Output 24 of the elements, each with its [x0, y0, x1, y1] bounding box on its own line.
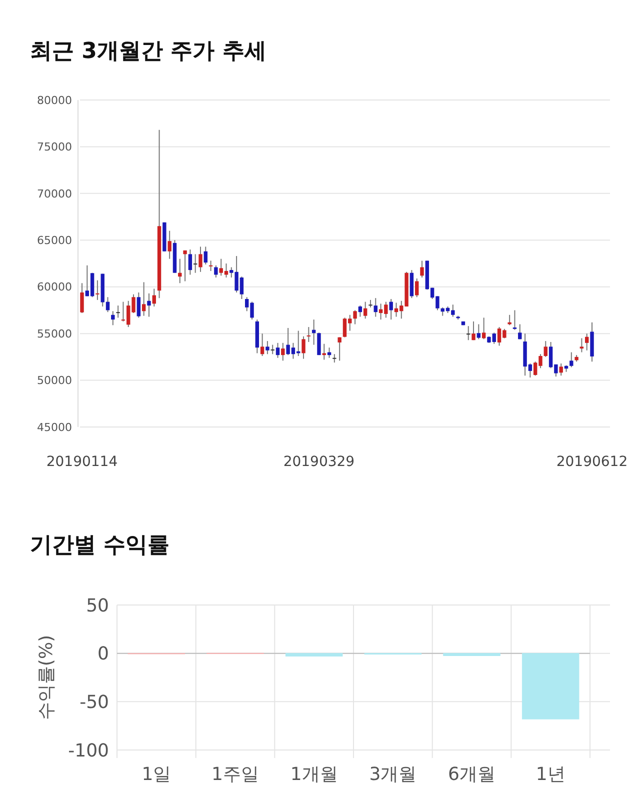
x-tick-label: 6개월 [448, 764, 496, 785]
y-tick-label: 55000 [37, 327, 72, 340]
x-tick-label: 1개월 [290, 764, 338, 785]
y-tick-label: 45000 [37, 420, 72, 434]
y-tick-label: 60000 [37, 280, 72, 294]
y-axis-title: 수익률(%) [36, 634, 57, 720]
title: 최근 3개월간 주가 추세 [30, 39, 266, 64]
y-tick-label: 70000 [37, 187, 72, 200]
x-tick-label: 1주일 [212, 764, 259, 785]
title: 기간별 수익률 [30, 533, 170, 558]
y-tick-label: 75000 [37, 140, 72, 154]
y-tick-label: -100 [68, 740, 109, 762]
y-tick-label: 0 [98, 644, 109, 665]
y-tick-label: 80000 [37, 94, 72, 107]
x-tick-label: 1일 [142, 764, 172, 785]
y-tick-label: 50 [86, 595, 109, 616]
x-tick-label: 1년 [536, 764, 566, 785]
x-tick-label: 3개월 [369, 764, 417, 785]
y-tick-label: 65000 [37, 234, 72, 247]
x-tick-label: 20190612 [556, 454, 628, 470]
x-tick-label: 20190114 [46, 454, 118, 470]
y-tick-label: -50 [80, 692, 109, 713]
x-tick-label: 20190329 [283, 454, 355, 470]
y-tick-label: 50000 [37, 374, 72, 388]
